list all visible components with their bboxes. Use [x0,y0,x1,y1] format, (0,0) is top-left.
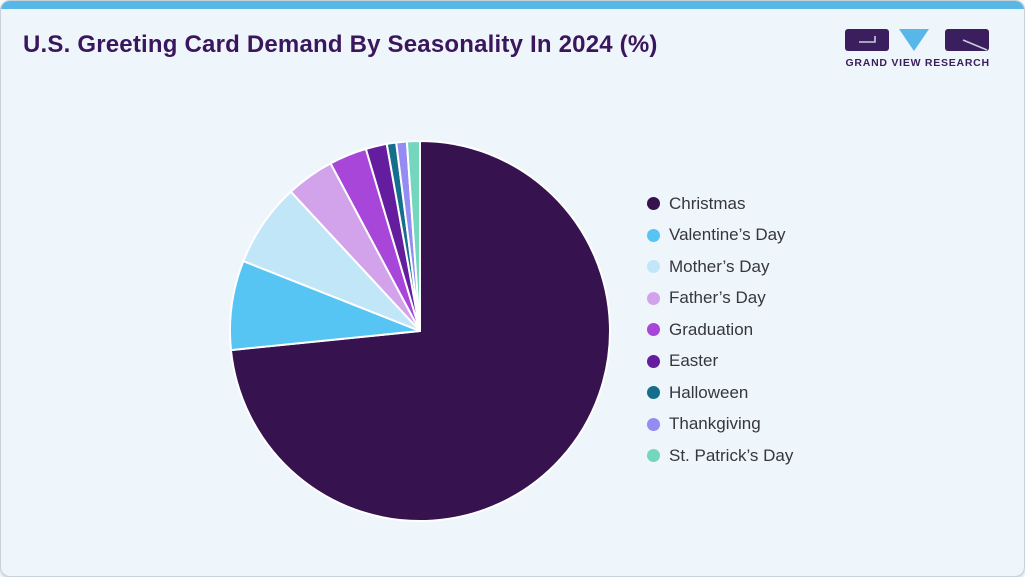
logo-g-glyph [859,36,876,43]
legend-marker-icon [647,354,660,368]
legend-label: Christmas [669,193,746,213]
chart-title: U.S. Greeting Card Demand By Seasonality… [23,31,658,58]
legend-marker-icon [647,197,660,211]
legend-marker-icon [647,386,660,400]
grand-view-research-logo: GRAND VIEW RESEARCH [845,29,991,69]
legend-item-christmas[interactable]: Christmas [647,188,793,220]
pie-slice-st-patricks-day[interactable] [405,139,421,332]
legend-label: Father’s Day [669,288,766,308]
legend-marker-icon [647,260,660,274]
legend-label: Valentine’s Day [669,225,786,245]
top-accent-bar [1,1,1024,9]
legend-marker-icon [647,417,660,431]
legend-marker-icon [647,449,660,463]
legend-item-halloween[interactable]: Halloween [647,377,793,409]
legend-marker-icon [647,228,660,242]
legend: Christmas Valentine’s Day Mother’s Day Fath… [647,188,793,472]
logo-r-glyph [962,39,988,51]
legend-label: Mother’s Day [669,256,770,276]
legend-item-valentines-day[interactable]: Valentine’s Day [647,220,793,252]
legend-item-thankgiving[interactable]: Thankgiving [647,409,793,441]
legend-item-st-patricks-day[interactable]: St. Patrick’s Day [647,440,793,472]
legend-item-graduation[interactable]: Graduation [647,314,793,346]
logo-brand-text: GRAND VIEW RESEARCH [846,57,991,69]
logo-triangle-icon [899,29,929,51]
legend-marker-icon [647,323,660,337]
legend-label: Halloween [669,382,749,402]
legend-item-easter[interactable]: Easter [647,346,793,378]
legend-label: Easter [669,351,719,371]
legend-label: Thankgiving [669,414,761,434]
legend-item-mothers-day[interactable]: Mother’s Day [647,251,793,283]
legend-label: Graduation [669,319,754,339]
legend-label: St. Patrick’s Day [669,445,794,465]
legend-marker-icon [647,291,660,305]
gvr-logo-icon [845,29,989,51]
legend-item-fathers-day[interactable]: Father’s Day [647,283,793,315]
